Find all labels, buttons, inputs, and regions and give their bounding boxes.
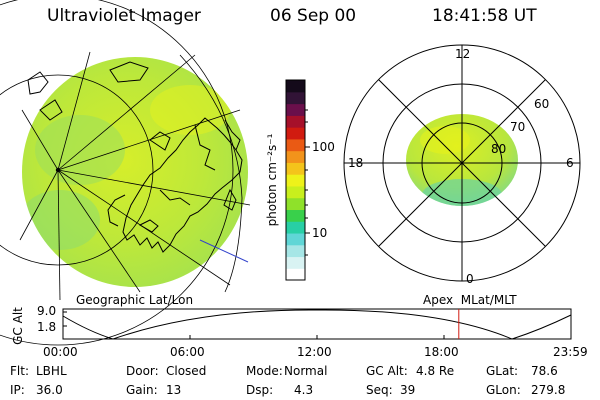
dsp-label: Dsp: xyxy=(246,383,274,397)
glon-value: 279.8 xyxy=(531,383,566,397)
seq-value: 39 xyxy=(400,383,416,397)
colorbar-segment xyxy=(286,127,305,140)
mlt-label-12: 12 xyxy=(455,47,471,61)
seq-label: Seq: xyxy=(366,383,393,397)
colorbar-segment xyxy=(286,221,305,234)
colorbar-segment xyxy=(286,268,305,281)
mlt-label-6: 6 xyxy=(566,156,574,170)
instrument-title: Ultraviolet Imager xyxy=(47,6,201,26)
timeline-frame xyxy=(62,308,572,340)
ip-value: 36.0 xyxy=(36,383,63,397)
mlat-label-60: 60 xyxy=(534,97,550,111)
colorbar-segment xyxy=(286,232,305,246)
timeline-xtick-0600: 06:00 xyxy=(170,345,205,359)
colorbar-tick-10: 10 xyxy=(312,226,328,240)
timeline-ytick-1-8: 1.8 xyxy=(37,320,57,334)
colorbar-segment xyxy=(286,197,305,211)
timeline-xtick-1200: 12:00 xyxy=(297,345,332,359)
gc-alt-label: GC Alt: xyxy=(366,364,408,378)
colorbar-segment xyxy=(286,185,305,199)
pole-marker xyxy=(55,167,61,173)
magnetic-polar-plot xyxy=(343,44,581,282)
magnetic-caption: Apex MLat/MLT xyxy=(423,293,517,307)
coastlines xyxy=(27,61,243,253)
door-label: Door: xyxy=(126,364,159,378)
dsp-value: 4.3 xyxy=(294,383,314,397)
timeline-xtick-0000: 00:00 xyxy=(43,345,78,359)
colorbar-segment xyxy=(286,150,305,163)
geographic-caption: Geographic Lat/Lon xyxy=(76,293,194,307)
colorbar-tick-100: 100 xyxy=(312,140,335,154)
door-value: Closed xyxy=(166,364,207,378)
timeline-ytick-9: 9.0 xyxy=(37,304,57,318)
timeline-plot xyxy=(62,308,572,340)
glat-label: GLat: xyxy=(486,364,519,378)
observation-date: 06 Sep 00 xyxy=(270,6,357,26)
colorbar-segment xyxy=(286,209,305,222)
timeline-ylabel: GC Alt xyxy=(11,307,25,345)
colorbar-segment xyxy=(286,244,305,258)
colorbar-label: photon cm⁻²s⁻¹ xyxy=(265,133,279,227)
mlt-label-18: 18 xyxy=(348,156,364,170)
gc-alt-value: 4.8 Re xyxy=(416,364,455,378)
gain-value: 13 xyxy=(166,383,182,397)
colorbar-segment xyxy=(286,103,305,116)
colorbar-segment xyxy=(286,174,305,187)
terminator-line xyxy=(199,239,249,263)
lat-lon-grid xyxy=(0,0,251,346)
colorbar-segment xyxy=(286,138,305,152)
timeline-xtick-1800: 18:00 xyxy=(424,345,459,359)
ip-label: IP: xyxy=(10,383,25,397)
altitude-curve xyxy=(62,309,572,340)
mode-value: Normal xyxy=(284,364,328,378)
timeline-xtick-2359: 23:59 xyxy=(553,345,588,359)
mlt-label-0: 0 xyxy=(466,272,474,286)
mlat-label-80: 80 xyxy=(491,142,507,156)
colorbar-frame xyxy=(285,79,306,281)
colorbar xyxy=(285,79,310,281)
mlat-label-70: 70 xyxy=(510,120,526,134)
mode-label: Mode: xyxy=(246,364,283,378)
colorbar-segment xyxy=(286,256,305,269)
colorbar-segment xyxy=(286,162,305,175)
glat-value: 78.6 xyxy=(531,364,558,378)
filter-value: LBHL xyxy=(36,364,67,378)
gain-label: Gain: xyxy=(126,383,158,397)
observation-time: 18:41:58 UT xyxy=(432,6,537,26)
colorbar-segment xyxy=(286,115,305,128)
colorbar-segment xyxy=(286,91,305,105)
colorbar-segment xyxy=(286,80,305,93)
filter-label: Flt: xyxy=(10,364,29,378)
glon-label: GLon: xyxy=(486,383,521,397)
